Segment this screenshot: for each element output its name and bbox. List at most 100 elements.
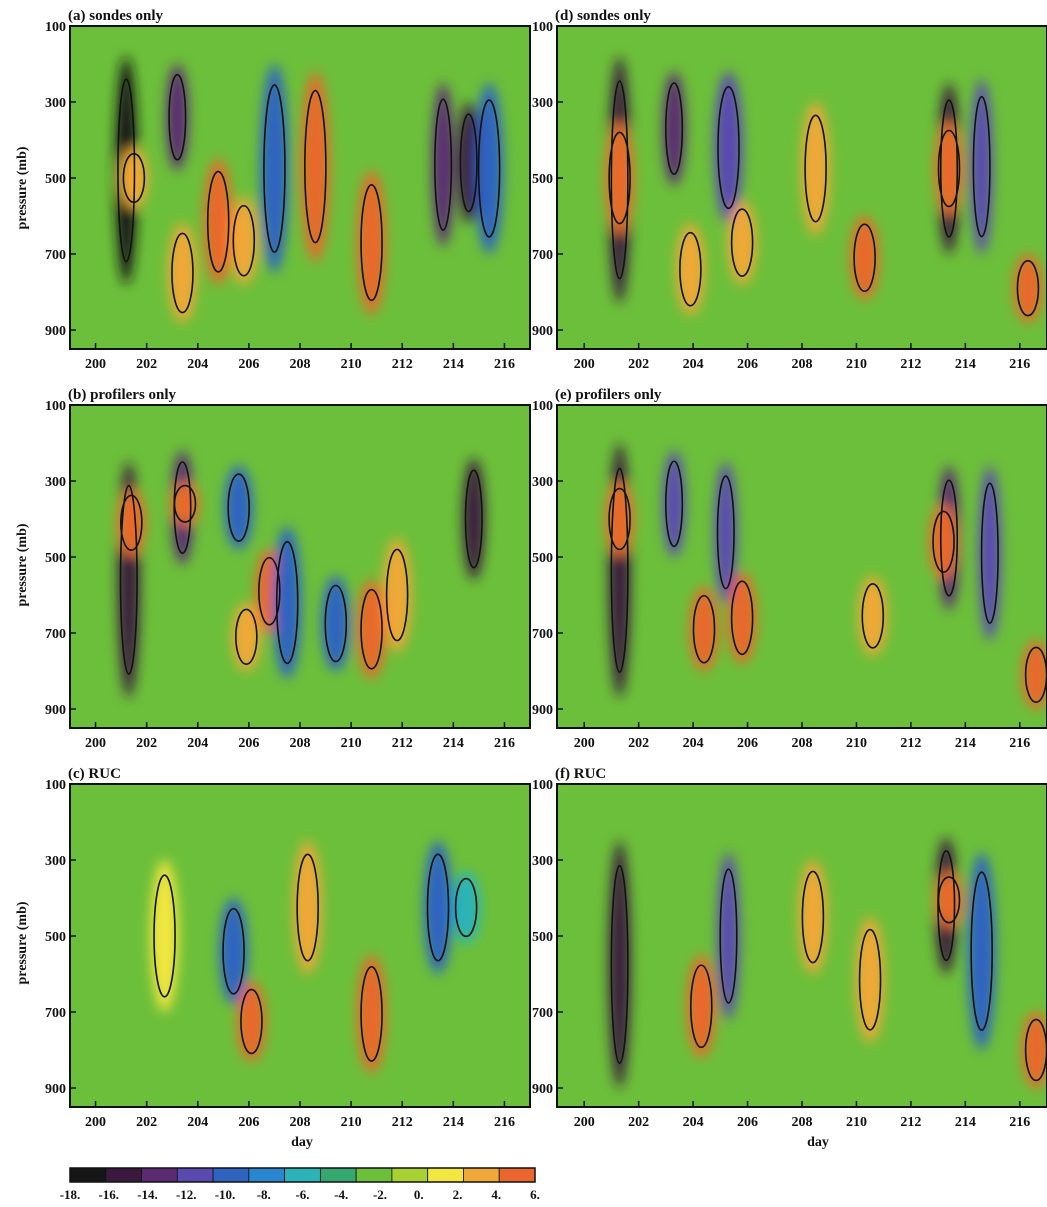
colorbar-swatch: [355, 1167, 393, 1183]
contour-line: [939, 99, 959, 238]
contour-line: [464, 469, 483, 569]
x-tick-label: 216: [494, 1115, 515, 1130]
colorbar-swatch: [69, 1167, 107, 1183]
panel-e-plot: [556, 404, 1047, 729]
contour-line: [235, 608, 258, 665]
colorbar-swatch: [105, 1167, 142, 1183]
y-tick-label: 100: [45, 20, 66, 35]
contour-line: [454, 877, 478, 938]
x-tick-label: 206: [737, 736, 758, 751]
x-tick-label: 204: [187, 1115, 208, 1130]
field-anomaly: [967, 852, 996, 1050]
x-tick-label: 212: [900, 357, 921, 372]
colorbar-swatch: [248, 1167, 286, 1183]
colorbar-swatch: [463, 1167, 500, 1183]
panel-d: (d) sondes only 200 202 204 206 208 210 212 214…: [532, 8, 1047, 372]
y-tick-label: 500: [45, 551, 66, 566]
panel-a-title: (a) sondes only: [68, 8, 164, 24]
panel-f-ticks: 200 202 204 206 208 210 212 214 216 100 300 500 700 9…: [532, 778, 1030, 1130]
contour-line: [434, 98, 453, 231]
field-anomaly: [978, 465, 1001, 641]
field-anomaly: [237, 981, 266, 1062]
y-tick-label: 700: [532, 1006, 553, 1021]
contour-line: [679, 231, 702, 307]
contour-line: [258, 556, 281, 626]
panel-b-ticks: 200 202 204 206 208 210 212 214 216 100 300 500 700 9…: [45, 399, 515, 751]
contour-line: [608, 487, 631, 551]
y-tick-label: 500: [532, 551, 553, 566]
x-tick-label: 214: [955, 736, 976, 751]
field-anomaly: [970, 79, 993, 254]
x-tick-label: 214: [443, 1115, 464, 1130]
contour-line: [275, 540, 299, 665]
field-anomaly: [608, 841, 631, 1088]
contour-line: [610, 864, 629, 1065]
contour-line: [610, 467, 629, 673]
x-tick-label: 216: [1009, 1115, 1030, 1130]
x-tick-label: 208: [792, 357, 813, 372]
colorbar-tick-label: -14.: [137, 1187, 158, 1202]
field-anomaly: [293, 841, 322, 974]
panel-b-ylabel: pressure (mb): [15, 523, 30, 606]
contour-line: [801, 870, 825, 964]
y-tick-label: 100: [532, 778, 553, 793]
field-anomaly: [663, 450, 686, 557]
x-tick-label: 202: [136, 736, 157, 751]
y-tick-label: 300: [532, 96, 553, 111]
field-anomaly: [929, 503, 958, 580]
contour-line: [937, 129, 961, 208]
panel-a: (a) sondes only pressure (mb) 200 202 204 2…: [15, 8, 531, 372]
y-tick-label: 500: [532, 930, 553, 945]
contour-line: [385, 548, 409, 642]
contour-line: [263, 84, 286, 253]
contour-line: [153, 874, 176, 998]
contour-line: [120, 494, 143, 551]
x-tick-label: 208: [290, 357, 311, 372]
contour-line: [719, 868, 738, 1004]
x-tick-label: 212: [392, 1115, 413, 1130]
y-tick-label: 100: [45, 399, 66, 414]
y-tick-label: 100: [45, 778, 66, 793]
field-anomaly: [676, 223, 705, 315]
field-anomaly: [224, 465, 253, 550]
colorbar-tick-label: -10.: [215, 1187, 236, 1202]
colorbar-frame: [69, 1167, 536, 1183]
colorbar-tick-label: 6.: [530, 1187, 540, 1202]
x-tick-label: 204: [683, 736, 704, 751]
contour-line: [980, 482, 999, 624]
colorbar-tick-label: -4.: [334, 1187, 348, 1202]
contour-line: [972, 95, 991, 238]
x-tick-label: 208: [792, 736, 813, 751]
field-anomaly: [605, 481, 634, 557]
x-tick-label: 202: [628, 1115, 649, 1130]
contour-line: [716, 475, 735, 590]
x-tick-label: 210: [341, 1115, 362, 1130]
y-tick-label: 100: [532, 20, 553, 35]
field-anomaly: [935, 871, 963, 929]
field-anomaly: [457, 102, 480, 224]
panel-c-title: (c) RUC: [68, 766, 121, 782]
field-anomaly: [260, 64, 289, 273]
panel-a-plot: [69, 25, 531, 350]
x-tick-label: 210: [846, 1115, 867, 1130]
panel-d-ticks: 200 202 204 206 208 210 212 214 216 100 300 500 700 9…: [532, 20, 1030, 372]
contour-line: [477, 99, 501, 238]
x-tick-label: 214: [955, 1115, 976, 1130]
panel-f: (f) RUC day 200 202 204 206 208 210 212 214 216 1…: [532, 766, 1047, 1150]
plot-background: [70, 405, 530, 728]
colorbar-swatch: [284, 1167, 321, 1183]
field-anomaly: [690, 587, 718, 671]
contour-line: [360, 588, 383, 670]
field-anomaly: [475, 83, 504, 254]
field-anomaly: [798, 860, 827, 974]
colorbar-swatch: [498, 1167, 536, 1183]
x-tick-label: 206: [238, 1115, 259, 1130]
colorbar-tick-label: -18.: [60, 1187, 81, 1202]
field-anomaly: [357, 955, 386, 1073]
y-tick-label: 700: [532, 627, 553, 642]
colorbar: -18. -16. -14. -12. -10. -8. -6. -4. -2. 0. 2. 4. 6.: [60, 1167, 540, 1202]
plot-background: [557, 26, 1047, 349]
field-anomaly: [150, 860, 179, 1012]
panel-b: (b) profilers only pressure (mb) 200 202 2…: [15, 387, 531, 751]
